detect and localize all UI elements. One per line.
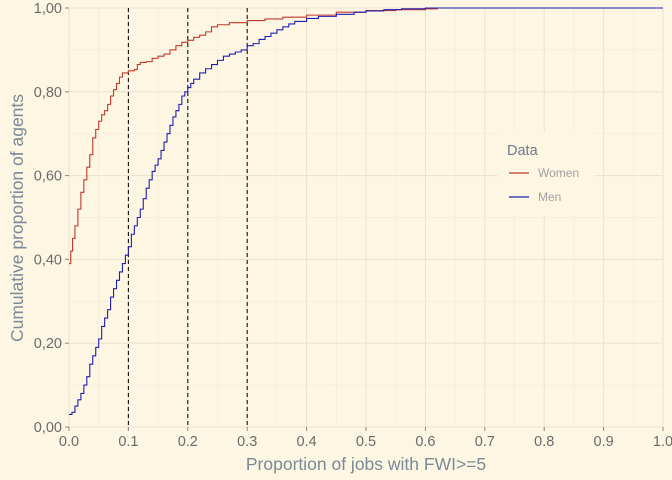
y-tick-label: 0,00 xyxy=(34,420,62,436)
x-tick-label: 0.5 xyxy=(356,434,376,450)
legend: Data Women Men xyxy=(498,132,594,216)
x-tick-label: 0.1 xyxy=(118,434,138,450)
legend-title: Data xyxy=(507,143,539,159)
legend-box xyxy=(498,132,594,216)
legend-label-women: Women xyxy=(538,166,579,180)
x-axis-title: Proportion of jobs with FWI>=5 xyxy=(246,454,486,474)
y-axis-ticks: 0,00 0,20 0,40 0,60 0,80 1,00 xyxy=(34,1,69,436)
y-tick-label: 1,00 xyxy=(34,1,62,17)
y-tick-label: 0,60 xyxy=(34,169,62,185)
x-tick-label: 0.7 xyxy=(475,434,495,450)
series-layer xyxy=(69,7,663,415)
x-tick-label: 0.6 xyxy=(415,434,435,450)
legend-label-men: Men xyxy=(538,190,561,204)
grid-lines xyxy=(68,7,664,428)
x-tick-label: 0.2 xyxy=(178,434,198,450)
y-axis-title: Cumulative proportion of agents xyxy=(7,94,27,342)
x-axis-ticks: 0.0 0.1 0.2 0.3 0.4 0.5 0.6 0.7 0.8 0.9 1.0 xyxy=(59,427,672,450)
x-tick-label: 0.3 xyxy=(237,434,257,450)
x-tick-label: 1.0 xyxy=(653,434,672,450)
series-line-men xyxy=(69,7,663,415)
x-tick-label: 0.8 xyxy=(534,434,554,450)
x-tick-label: 0.0 xyxy=(59,434,79,450)
y-tick-label: 0,40 xyxy=(34,252,62,268)
y-tick-label: 0,20 xyxy=(34,336,62,352)
x-tick-label: 0.9 xyxy=(594,434,614,450)
series-line-women xyxy=(69,7,663,265)
x-tick-label: 0.4 xyxy=(297,434,317,450)
y-tick-label: 0,80 xyxy=(34,85,62,101)
